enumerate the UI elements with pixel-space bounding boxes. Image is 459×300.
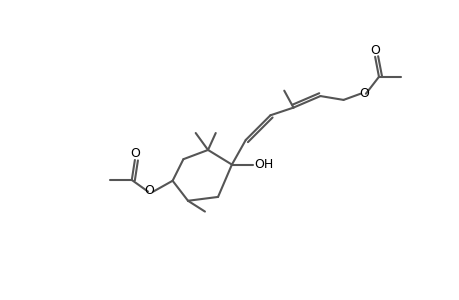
Text: O: O xyxy=(144,184,154,197)
Text: O: O xyxy=(358,87,369,100)
Text: O: O xyxy=(369,44,379,57)
Text: OH: OH xyxy=(254,158,273,171)
Text: O: O xyxy=(130,147,140,160)
